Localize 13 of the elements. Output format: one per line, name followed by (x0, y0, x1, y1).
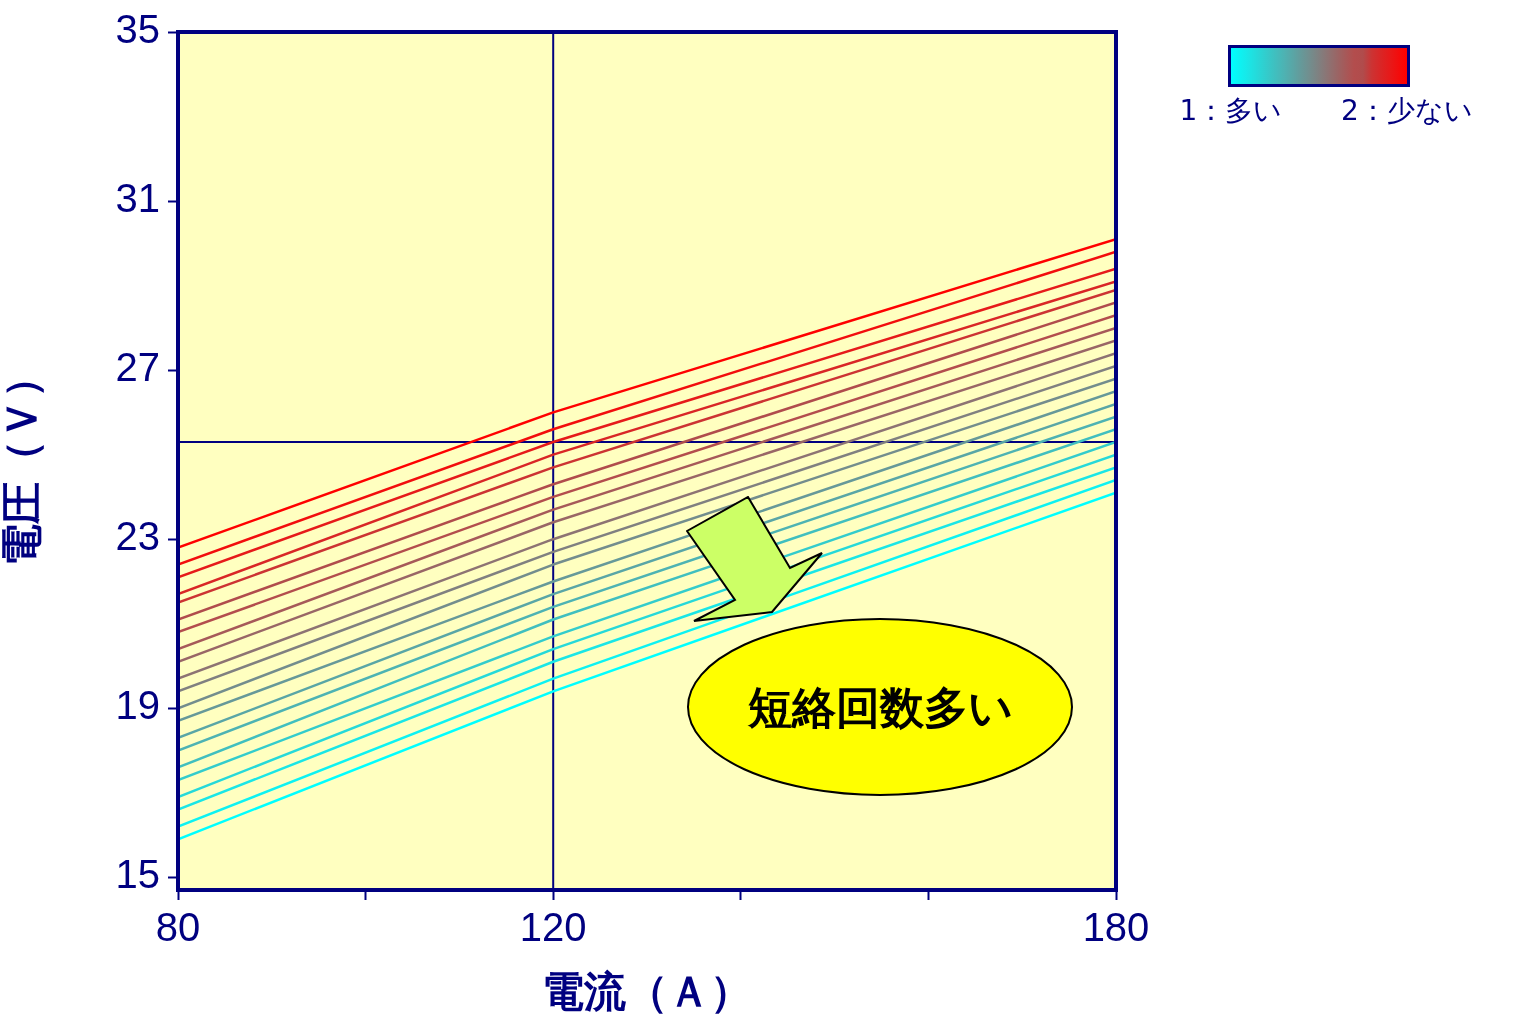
y-tick-label: 15 (115, 852, 160, 897)
x-tick-label: 180 (1082, 905, 1150, 950)
x-tick-label: 120 (519, 905, 587, 950)
color-bar-label: 2：少ない (1341, 93, 1473, 129)
x-axis-title: 電流（Ａ） (542, 966, 752, 1016)
x-tick-label: 80 (155, 905, 201, 950)
y-tick-label: 31 (115, 176, 160, 221)
color-bar-label: 1：多い (1179, 93, 1283, 129)
y-tick-label: 23 (115, 514, 160, 559)
y-axis-title: 電圧（Ｖ） (0, 356, 47, 566)
y-tick-label: 35 (115, 7, 160, 52)
y-tick-label: 27 (115, 345, 160, 390)
y-tick-label: 19 (115, 683, 160, 728)
